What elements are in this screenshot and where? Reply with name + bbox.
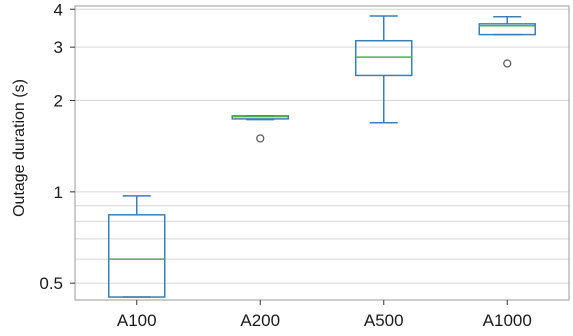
box-iqr [355, 39, 413, 77]
x-tick-label: A100 [117, 311, 157, 330]
outlier-point [503, 59, 512, 68]
y-tick-label: 3 [54, 38, 63, 57]
boxes [108, 15, 536, 298]
y-tick-label: 4 [54, 0, 63, 19]
plot-frame [74, 5, 570, 301]
box-a1000 [478, 15, 536, 68]
box-iqr [108, 214, 166, 298]
x-tick-label: A200 [240, 311, 280, 330]
box-a100 [108, 195, 166, 298]
y-axis-label: Outage duration (s) [11, 79, 28, 217]
grid-lines [75, 8, 569, 284]
outlier-point [256, 134, 265, 143]
x-tick-label: A1000 [483, 311, 532, 330]
y-tick-label: 2 [54, 92, 63, 111]
box-iqr [478, 23, 536, 36]
x-axis-ticks: A100 A200 A500 A1000 [117, 300, 532, 330]
box-a500 [355, 15, 413, 124]
y-tick-label: 1 [54, 183, 63, 202]
x-tick-label: A500 [364, 311, 404, 330]
y-axis-ticks: 0.5 1 2 3 4 [39, 0, 75, 293]
box-a200 [231, 115, 289, 143]
y-tick-label: 0.5 [39, 274, 63, 293]
